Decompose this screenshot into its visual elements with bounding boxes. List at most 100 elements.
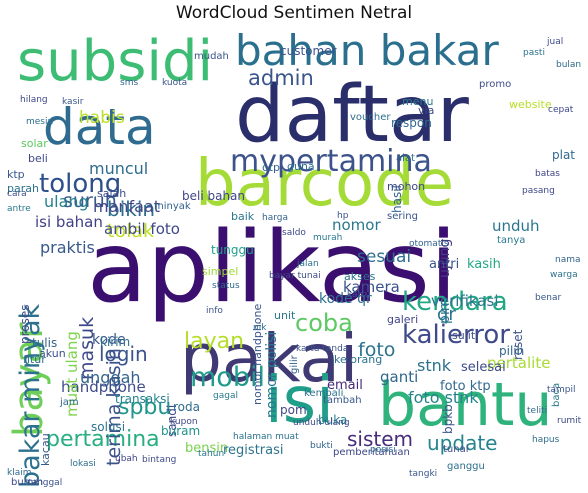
cloud-word: kupon [170, 417, 198, 427]
cloud-word: daftar [235, 70, 469, 160]
cloud-word: selesai [461, 360, 506, 375]
cloud-word: antri [429, 257, 460, 272]
cloud-word: kode [92, 332, 126, 348]
cloud-word: nomor handphone [251, 303, 264, 405]
cloud-word: isi bahan [35, 213, 103, 231]
cloud-word: tampil [547, 385, 576, 395]
cloud-word: kalierror [402, 320, 510, 350]
cloud-word: nomor polisi [264, 331, 280, 418]
cloud-word: update [427, 431, 498, 455]
cloud-word: sistem [347, 427, 414, 451]
cloud-word: jam [60, 397, 79, 408]
cloud-word: sesuai [357, 247, 412, 267]
cloud-word: admin [248, 66, 314, 90]
cloud-word: kacau [39, 433, 52, 466]
cloud-word: antre [7, 204, 31, 214]
cloud-word: ulang [44, 192, 89, 211]
cloud-word: alat [396, 153, 415, 164]
cloud-word: promo [479, 79, 512, 90]
cloud-word: foto [358, 339, 396, 361]
cloud-word: kuota [162, 78, 188, 88]
cloud-word: bintang [142, 455, 177, 465]
cloud-word: tangki [409, 469, 438, 479]
cloud-word: foto stnk [408, 388, 479, 407]
cloud-word: bayar tunai [269, 271, 321, 281]
cloud-word: parah [7, 182, 39, 195]
cloud-word: tulis [32, 336, 58, 350]
word-cloud: aplikasi daftar barcode pakai bantu isi data su… [7, 24, 581, 488]
cloud-word: unduh [492, 217, 540, 235]
cloud-word: mudah [194, 51, 229, 62]
cloud-word: unduh ulang [293, 418, 350, 428]
cloud-word: nomor [332, 216, 381, 234]
cloud-word: unggah [80, 368, 141, 387]
cloud-word: handphone [61, 378, 146, 396]
cloud-word: cara [7, 189, 27, 199]
cloud-word: kamera [343, 278, 400, 296]
cloud-word: kode qr [319, 291, 372, 307]
cloud-word: layan [184, 329, 245, 354]
cloud-word: tunggu [211, 243, 254, 257]
cloud-word: baik [231, 210, 255, 223]
cloud-word: suruh [63, 190, 117, 212]
cloud-word: gilir [289, 355, 300, 374]
cloud-word: praktis [40, 238, 95, 257]
cloud-word: ubah [115, 454, 138, 464]
cloud-word: sms [120, 78, 139, 88]
cloud-word: kasih [467, 257, 501, 272]
cloud-word: nik [253, 323, 267, 333]
cloud-word: ganggu [447, 461, 485, 472]
cloud-word: mesin [26, 117, 54, 127]
cloud-word: pasang [522, 186, 555, 196]
cloud-word: minyak [154, 201, 191, 212]
cloud-word: kasir [62, 97, 84, 107]
page-title: WordCloud Sentimen Netral [175, 3, 413, 23]
cloud-word: pemberitahuan [333, 447, 410, 458]
cloud-word: cepat [548, 105, 574, 115]
cloud-word: pom [280, 403, 307, 417]
cloud-word: kendara [402, 287, 508, 317]
cloud-word: pin [437, 302, 453, 324]
cloud-word: tanggal [28, 478, 63, 488]
cloud-word: subsidi [17, 29, 214, 94]
cloud-word: hilang [20, 95, 48, 105]
cloud-word: otomatis [409, 239, 449, 249]
cloud-word: voucher [350, 112, 391, 123]
cloud-word: barcode [195, 147, 455, 221]
cloud-word: bantu [378, 370, 553, 440]
cloud-word: pilih [499, 344, 525, 358]
cloud-word: transaksi [115, 392, 170, 406]
cloud-word: beli bahan [182, 189, 246, 203]
cloud-word: pakai [180, 320, 359, 397]
cloud-word: coba [295, 309, 353, 337]
cloud-word: jual [547, 37, 564, 47]
cloud-word: stnk [417, 356, 452, 375]
cloud-word: teliti [527, 406, 548, 416]
cloud-word: kirim [100, 335, 131, 349]
cloud-word: jalan [297, 259, 319, 269]
cloud-word: buram [161, 424, 201, 438]
cloud-word: warga [550, 270, 578, 280]
cloud-word: plat [552, 148, 576, 162]
cloud-word: isi [265, 364, 334, 438]
cloud-word: fitur [23, 353, 46, 366]
cloud-word: batas [535, 169, 560, 179]
cloud-word: bukti [310, 441, 333, 451]
cloud-word: verifikasi [431, 292, 499, 310]
cloud-word: proses [18, 304, 32, 344]
cloud-word: via [418, 104, 435, 117]
cloud-word: tunai [443, 444, 469, 455]
cloud-word: pertamina [46, 427, 160, 452]
cloud-word: unit [274, 309, 296, 322]
cloud-word: kartu [347, 290, 371, 300]
cloud-word: mohon [387, 180, 426, 193]
cloud-word: terima kasih [103, 348, 125, 466]
cloud-word: sulit [452, 329, 476, 342]
cloud-word: ganti [380, 368, 419, 386]
cloud-word: mypertamina [230, 144, 432, 179]
cloud-word: menu [402, 95, 434, 108]
cloud-word: simpel [202, 265, 239, 278]
cloud-word: solar [21, 137, 48, 150]
cloud-word: respon [391, 116, 432, 130]
cloud-word: kartu tanda [296, 344, 349, 354]
